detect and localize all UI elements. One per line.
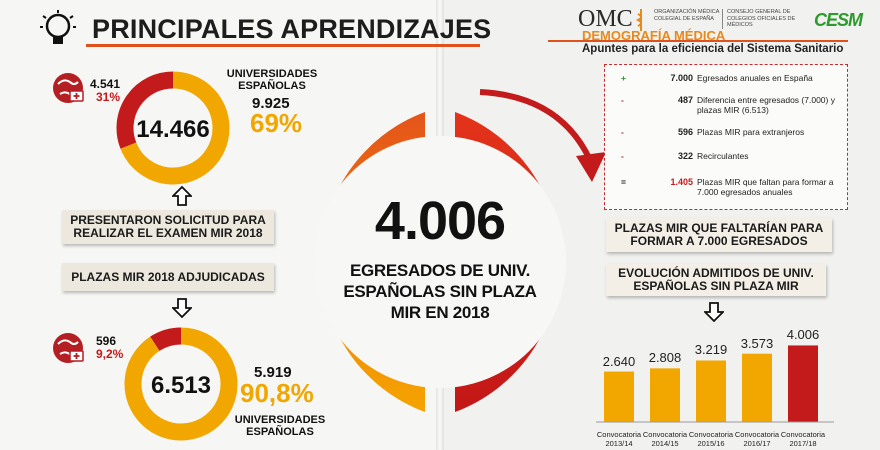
calc-description: Plazas MIR para extranjeros xyxy=(697,127,805,137)
bar xyxy=(742,353,772,422)
center-number: 4.006 xyxy=(374,191,506,251)
calc-value: 596 xyxy=(677,127,693,137)
bar-value-label: 3.219 xyxy=(694,342,728,358)
calc-operator: - xyxy=(621,95,624,105)
report-title: DEMOGRAFÍA MÉDICA xyxy=(582,28,726,43)
page-title: PRINCIPALES APRENDIZAJES xyxy=(92,14,492,44)
missing-callout-box: PLAZAS MIR QUE FALTARÍAN PARA FORMAR A 7… xyxy=(606,218,832,252)
bar-category-label: Convocatoria 2017/18 xyxy=(780,430,826,448)
calc-value: 487 xyxy=(677,95,693,105)
calc-table: +7.000 Egresados anuales en España - 487 Dif… xyxy=(604,64,848,210)
bulb-icon xyxy=(40,10,76,44)
bar-value-label: 2.808 xyxy=(648,350,682,366)
omc-logo: OMC xyxy=(578,6,633,32)
report-underline xyxy=(548,40,848,42)
arrow-down-icon xyxy=(172,298,192,318)
top-universities-label: UNIVERSIDADES ESPAÑOLAS xyxy=(226,68,318,92)
center-text: EGRESADOS DE UNIV. ESPAÑOLAS SIN PLAZA M… xyxy=(343,261,537,322)
title-underline xyxy=(86,44,480,47)
bottom-foreign-pct: 9,2% xyxy=(96,347,124,361)
bar-category-label: Convocatoria 2015/16 xyxy=(688,430,734,448)
bar xyxy=(650,368,680,422)
bar-value-label: 3.573 xyxy=(740,335,774,351)
bar xyxy=(696,360,726,422)
bar-category-label: Convocatoria 2014/15 xyxy=(642,430,688,448)
arrow-up-icon xyxy=(172,186,192,206)
curved-arrow-head xyxy=(576,152,606,182)
top-ring-total: 14.466 xyxy=(136,116,210,143)
top-universities-pct: 69% xyxy=(250,108,303,138)
top-foreign-count: 4.541 xyxy=(90,77,121,91)
globe-medkit-icon xyxy=(53,333,84,363)
donut-slice-spanish xyxy=(120,71,230,185)
arrow-down-icon xyxy=(704,302,724,322)
bar-category-label: Convocatoria 2016/17 xyxy=(734,430,780,448)
calc-description: Recirculantes xyxy=(697,151,749,161)
calc-description: Egresados anuales en España xyxy=(697,73,813,83)
calc-value: 7.000 xyxy=(670,73,693,83)
calc-operator: - xyxy=(621,127,624,137)
cgcom-name: CONSEJO GENERAL DE COLEGIOS OFICIALES DE… xyxy=(722,9,812,29)
bottom-universities-label: UNIVERSIDADES ESPAÑOLAS xyxy=(234,414,326,438)
evolution-callout-box: EVOLUCIÓN ADMITIDOS DE UNIV. ESPAÑOLAS S… xyxy=(606,264,826,296)
omc-caduceus-icon xyxy=(636,9,642,31)
calc-description: Plazas MIR que faltan para formar a 7.00… xyxy=(697,177,834,197)
evolution-bar-chart xyxy=(596,345,834,423)
bar-value-label: 2.640 xyxy=(602,353,636,369)
bottom-callout-box: PLAZAS MIR 2018 ADJUDICADAS xyxy=(62,263,274,291)
bottom-universities-count: 5.919 xyxy=(254,364,292,381)
donut-slice-foreign xyxy=(116,71,174,149)
bar xyxy=(604,371,634,422)
bar xyxy=(788,345,818,422)
bottom-universities-pct: 90,8% xyxy=(240,378,314,408)
bottom-foreign-count: 596 xyxy=(96,334,117,348)
bar-value-label: 4.006 xyxy=(786,327,820,343)
cesm-logo: CESM xyxy=(814,10,863,30)
center-ring-inner xyxy=(314,136,566,388)
top-donut xyxy=(116,71,230,185)
calc-operator: - xyxy=(621,151,624,161)
bottom-donut xyxy=(124,327,238,441)
calc-value: 1.405 xyxy=(670,177,693,187)
curved-arrow-icon xyxy=(479,89,593,162)
bar-category-label: Convocatoria 2013/14 xyxy=(596,430,642,448)
omc-org-name: ORGANIZACIÓN MÉDICA COLEGIAL DE ESPAÑA xyxy=(654,9,720,22)
report-subtitle: Apuntes para la eficiencia del Sistema S… xyxy=(582,43,844,55)
calc-value: 322 xyxy=(677,151,693,161)
donut-slice-foreign xyxy=(150,327,182,352)
calc-operator: + xyxy=(621,73,626,83)
calc-description: Diferencia entre egresados (7.000) y pla… xyxy=(697,95,835,115)
bottom-ring-total: 6.513 xyxy=(150,372,212,399)
top-callout-box: PRESENTARON SOLICITUD PARA REALIZAR EL E… xyxy=(62,210,274,244)
top-universities-count: 9.925 xyxy=(252,95,290,112)
globe-medkit-icon xyxy=(53,73,84,103)
top-foreign-pct: 31% xyxy=(96,90,121,104)
donut-slice-spanish xyxy=(124,327,238,441)
calc-operator: = xyxy=(621,177,626,187)
